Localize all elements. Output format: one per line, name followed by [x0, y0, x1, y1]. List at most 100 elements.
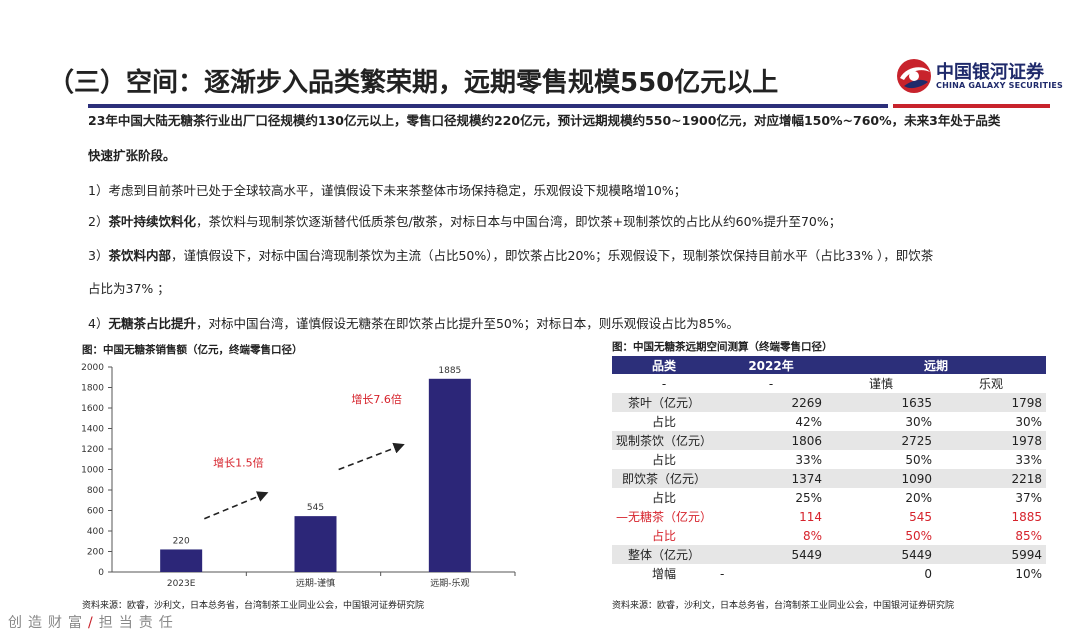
table-subheader-row: - - 谨慎 乐观 [612, 374, 1046, 393]
table-body: - - 谨慎 乐观 茶叶（亿元） 2269 1635 1798 占比 42% 30% 30% 现… [612, 374, 1046, 583]
cell-optimistic: 5994 [936, 545, 1046, 564]
cell-cautious: 50% [905, 528, 932, 543]
company-logo: 中国银河证券 CHINA GALAXY SECURITIES [894, 56, 1064, 96]
cell-cautious: 0 [924, 566, 932, 581]
table-row: 占比 8% 50% 85% [612, 526, 1046, 545]
bar [160, 549, 203, 572]
cell-cautious: 2725 [826, 431, 936, 450]
cell-optimistic: 10% [1015, 566, 1042, 581]
y-tick-label: 0 [98, 568, 104, 578]
cell-2022: 1374 [716, 469, 827, 488]
chart-caption: 图：中国无糖茶销售额（亿元，终端零售口径） [82, 344, 303, 356]
table-header: 远期 [826, 356, 1046, 374]
table-header: 品类 [612, 356, 717, 374]
cell-2022: 5449 [716, 545, 827, 564]
point-2: 2）茶叶持续饮料化，茶饮料与现制茶饮逐渐替代低质茶包/散茶，对标日本与中国台湾，… [88, 214, 842, 229]
y-tick-label: 800 [87, 486, 104, 496]
table-header-row: 品类 2022年 远期 [612, 356, 1046, 374]
logo-text-en: CHINA GALAXY SECURITIES [936, 81, 1063, 90]
point-3-line-2: 占比为37% ； [88, 281, 170, 296]
row-label: 占比 [652, 491, 677, 505]
row-label: 即饮茶（亿元） [612, 469, 717, 488]
table-caption: 图：中国无糖茶远期空间测算（终端零售口径） [612, 341, 833, 353]
table-header: 2022年 [716, 356, 827, 374]
table-row: —无糖茶（亿元） 114 545 1885 [612, 507, 1046, 526]
cell-cautious: 1090 [826, 469, 936, 488]
cell-cautious: 1635 [826, 393, 936, 412]
y-tick-label: 1800 [81, 384, 104, 394]
bar-value-label: 545 [307, 503, 324, 513]
growth-label: 增长1.5倍 [213, 455, 263, 469]
table-row: 占比 33% 50% 33% [612, 450, 1046, 469]
cell-2022: 114 [799, 509, 823, 524]
y-tick-label: 1600 [81, 404, 104, 414]
row-label: —无糖茶（亿元） [616, 510, 713, 524]
row-label: 占比 [652, 529, 677, 543]
y-tick-label: 2000 [81, 363, 104, 373]
growth-arrows: 增长1.5倍 增长7.6倍 [204, 392, 405, 520]
logo-text-cn: 中国银河证券 [936, 62, 1044, 83]
row-label: 增幅 [652, 567, 677, 581]
point-1: 1）考虑到目前茶叶已处于全球较高水平，谨慎假设下未来茶整体市场保持稳定，乐观假设… [88, 183, 687, 198]
cell-cautious: 50% [905, 452, 932, 467]
y-tick-label: 1400 [81, 425, 104, 435]
table-subheader: - [768, 376, 774, 391]
y-tick-label: 1000 [81, 466, 104, 476]
bar-value-label: 1885 [438, 366, 461, 376]
bar-value-label: 220 [173, 536, 190, 546]
growth-arrow [338, 442, 405, 471]
footer-slogan: 创造财富/担当责任 [8, 615, 179, 631]
header-rule-red [893, 104, 1050, 108]
growth-arrow [204, 491, 269, 520]
table-subheader: - [661, 376, 667, 391]
row-label: 现制茶饮（亿元） [612, 431, 717, 450]
cell-optimistic: 2218 [936, 469, 1046, 488]
summary-line-2: 快速扩张阶段。 [88, 148, 176, 163]
chart-source: 资料来源：欧睿，沙利文，日本总务省，台湾制茶工业同业公会，中国银河证券研究院 [82, 601, 425, 611]
bar [294, 516, 337, 572]
cell-2022: - [720, 566, 725, 581]
summary-line-1: 23年中国大陆无糖茶行业出厂口径规模约130亿元以上，零售口径规模约220亿元，… [88, 113, 1001, 128]
cell-optimistic: 1978 [936, 431, 1046, 450]
header-rule-blue [88, 104, 888, 108]
forecast-table: 品类 2022年 远期 - - 谨慎 乐观 茶叶（亿元） 2269 1635 1798… [612, 356, 1046, 583]
table-subheader: 乐观 [978, 377, 1003, 391]
galaxy-logo-icon [897, 59, 931, 93]
table-row: 占比 42% 30% 30% [612, 412, 1046, 431]
cell-cautious: 20% [905, 490, 932, 505]
cell-2022: 1806 [716, 431, 827, 450]
x-tick-label: 远期-乐观 [430, 577, 469, 589]
table-source: 资料来源：欧睿，沙利文，日本总务省，台湾制茶工业同业公会，中国银河证券研究院 [612, 601, 955, 611]
sales-bar-chart: 0 200 400 600 800 1000 1200 1400 1600 1800 2000 202… [81, 363, 516, 589]
cell-2022: 25% [795, 490, 823, 505]
cell-cautious: 5449 [826, 545, 936, 564]
bars: 220 545 1885 [160, 366, 471, 572]
y-tick-label: 400 [87, 527, 104, 537]
y-axis: 0 200 400 600 800 1000 1200 1400 1600 1800 2000 202… [81, 363, 516, 589]
table-row: 茶叶（亿元） 2269 1635 1798 [612, 393, 1046, 412]
cell-cautious: 545 [909, 509, 932, 524]
cell-2022: 2269 [716, 393, 827, 412]
table-row: 占比 25% 20% 37% [612, 488, 1046, 507]
row-label: 占比 [652, 415, 677, 429]
point-4: 4）无糖茶占比提升，对标中国台湾，谨慎假设无糖茶在即饮茶占比提升至50%；对标日… [88, 316, 740, 331]
page-title: （三）空间：逐渐步入品类繁荣期，远期零售规模550亿元以上 [48, 68, 779, 98]
y-tick-label: 600 [87, 507, 104, 517]
table-row: 即饮茶（亿元） 1374 1090 2218 [612, 469, 1046, 488]
cell-2022: 42% [795, 414, 823, 429]
table-subheader: 谨慎 [869, 377, 894, 391]
row-label: 占比 [652, 453, 677, 467]
bar [428, 378, 471, 572]
cell-optimistic: 33% [1015, 452, 1042, 467]
table-row: 现制茶饮（亿元） 1806 2725 1978 [612, 431, 1046, 450]
table-row: 增幅 - 0 10% [612, 564, 1046, 583]
row-label: 茶叶（亿元） [612, 393, 717, 412]
growth-label: 增长7.6倍 [351, 392, 402, 406]
point-3: 3）茶饮料内部，谨慎假设下，对标中国台湾现制茶饮为主流（占比50%），即饮茶占比… [88, 248, 934, 263]
cell-2022: 33% [795, 452, 823, 467]
row-label: 整体（亿元） [612, 545, 717, 564]
cell-optimistic: 30% [1015, 414, 1042, 429]
table-row: 整体（亿元） 5449 5449 5994 [612, 545, 1046, 564]
y-tick-label: 1200 [81, 445, 104, 455]
cell-optimistic: 1885 [1011, 509, 1042, 524]
